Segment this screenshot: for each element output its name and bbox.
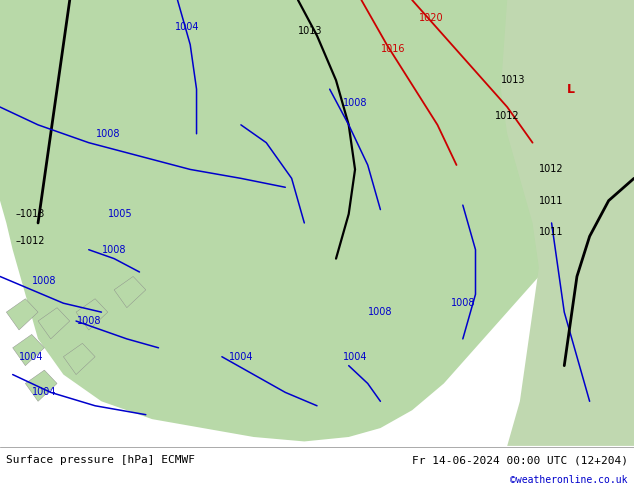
Text: 1011: 1011 [540, 227, 564, 237]
Text: 1008: 1008 [368, 307, 392, 317]
Text: ©weatheronline.co.uk: ©weatheronline.co.uk [510, 475, 628, 485]
Polygon shape [114, 276, 146, 308]
Polygon shape [13, 334, 44, 366]
Text: 1008: 1008 [32, 276, 56, 286]
Text: 1008: 1008 [451, 298, 475, 308]
Text: 1004: 1004 [343, 352, 367, 362]
Text: 1008: 1008 [343, 98, 367, 108]
Text: L: L [567, 83, 574, 96]
Polygon shape [501, 0, 634, 446]
Text: 1016: 1016 [381, 44, 405, 54]
Text: –1012: –1012 [16, 236, 46, 246]
Text: 1011: 1011 [540, 196, 564, 206]
Text: 1004: 1004 [20, 352, 44, 362]
Polygon shape [38, 308, 70, 339]
Text: 1008: 1008 [96, 129, 120, 139]
Polygon shape [25, 370, 57, 401]
Text: 1005: 1005 [108, 209, 133, 219]
Text: 1013: 1013 [501, 75, 526, 85]
Text: Fr 14-06-2024 00:00 UTC (12+204): Fr 14-06-2024 00:00 UTC (12+204) [411, 455, 628, 465]
Text: 1020: 1020 [419, 13, 443, 23]
Text: 1004: 1004 [229, 352, 253, 362]
Text: 1013: 1013 [299, 26, 323, 36]
Polygon shape [6, 299, 38, 330]
Text: 1008: 1008 [102, 245, 126, 255]
Text: 1004: 1004 [32, 388, 56, 397]
Polygon shape [63, 343, 95, 374]
Text: 1012: 1012 [540, 165, 564, 174]
Polygon shape [0, 0, 634, 441]
Text: Surface pressure [hPa] ECMWF: Surface pressure [hPa] ECMWF [6, 455, 195, 465]
Text: 1012: 1012 [495, 111, 519, 121]
Text: 1008: 1008 [77, 316, 101, 326]
Text: 1004: 1004 [175, 22, 199, 32]
Polygon shape [76, 299, 108, 330]
Text: –1013: –1013 [16, 209, 45, 219]
